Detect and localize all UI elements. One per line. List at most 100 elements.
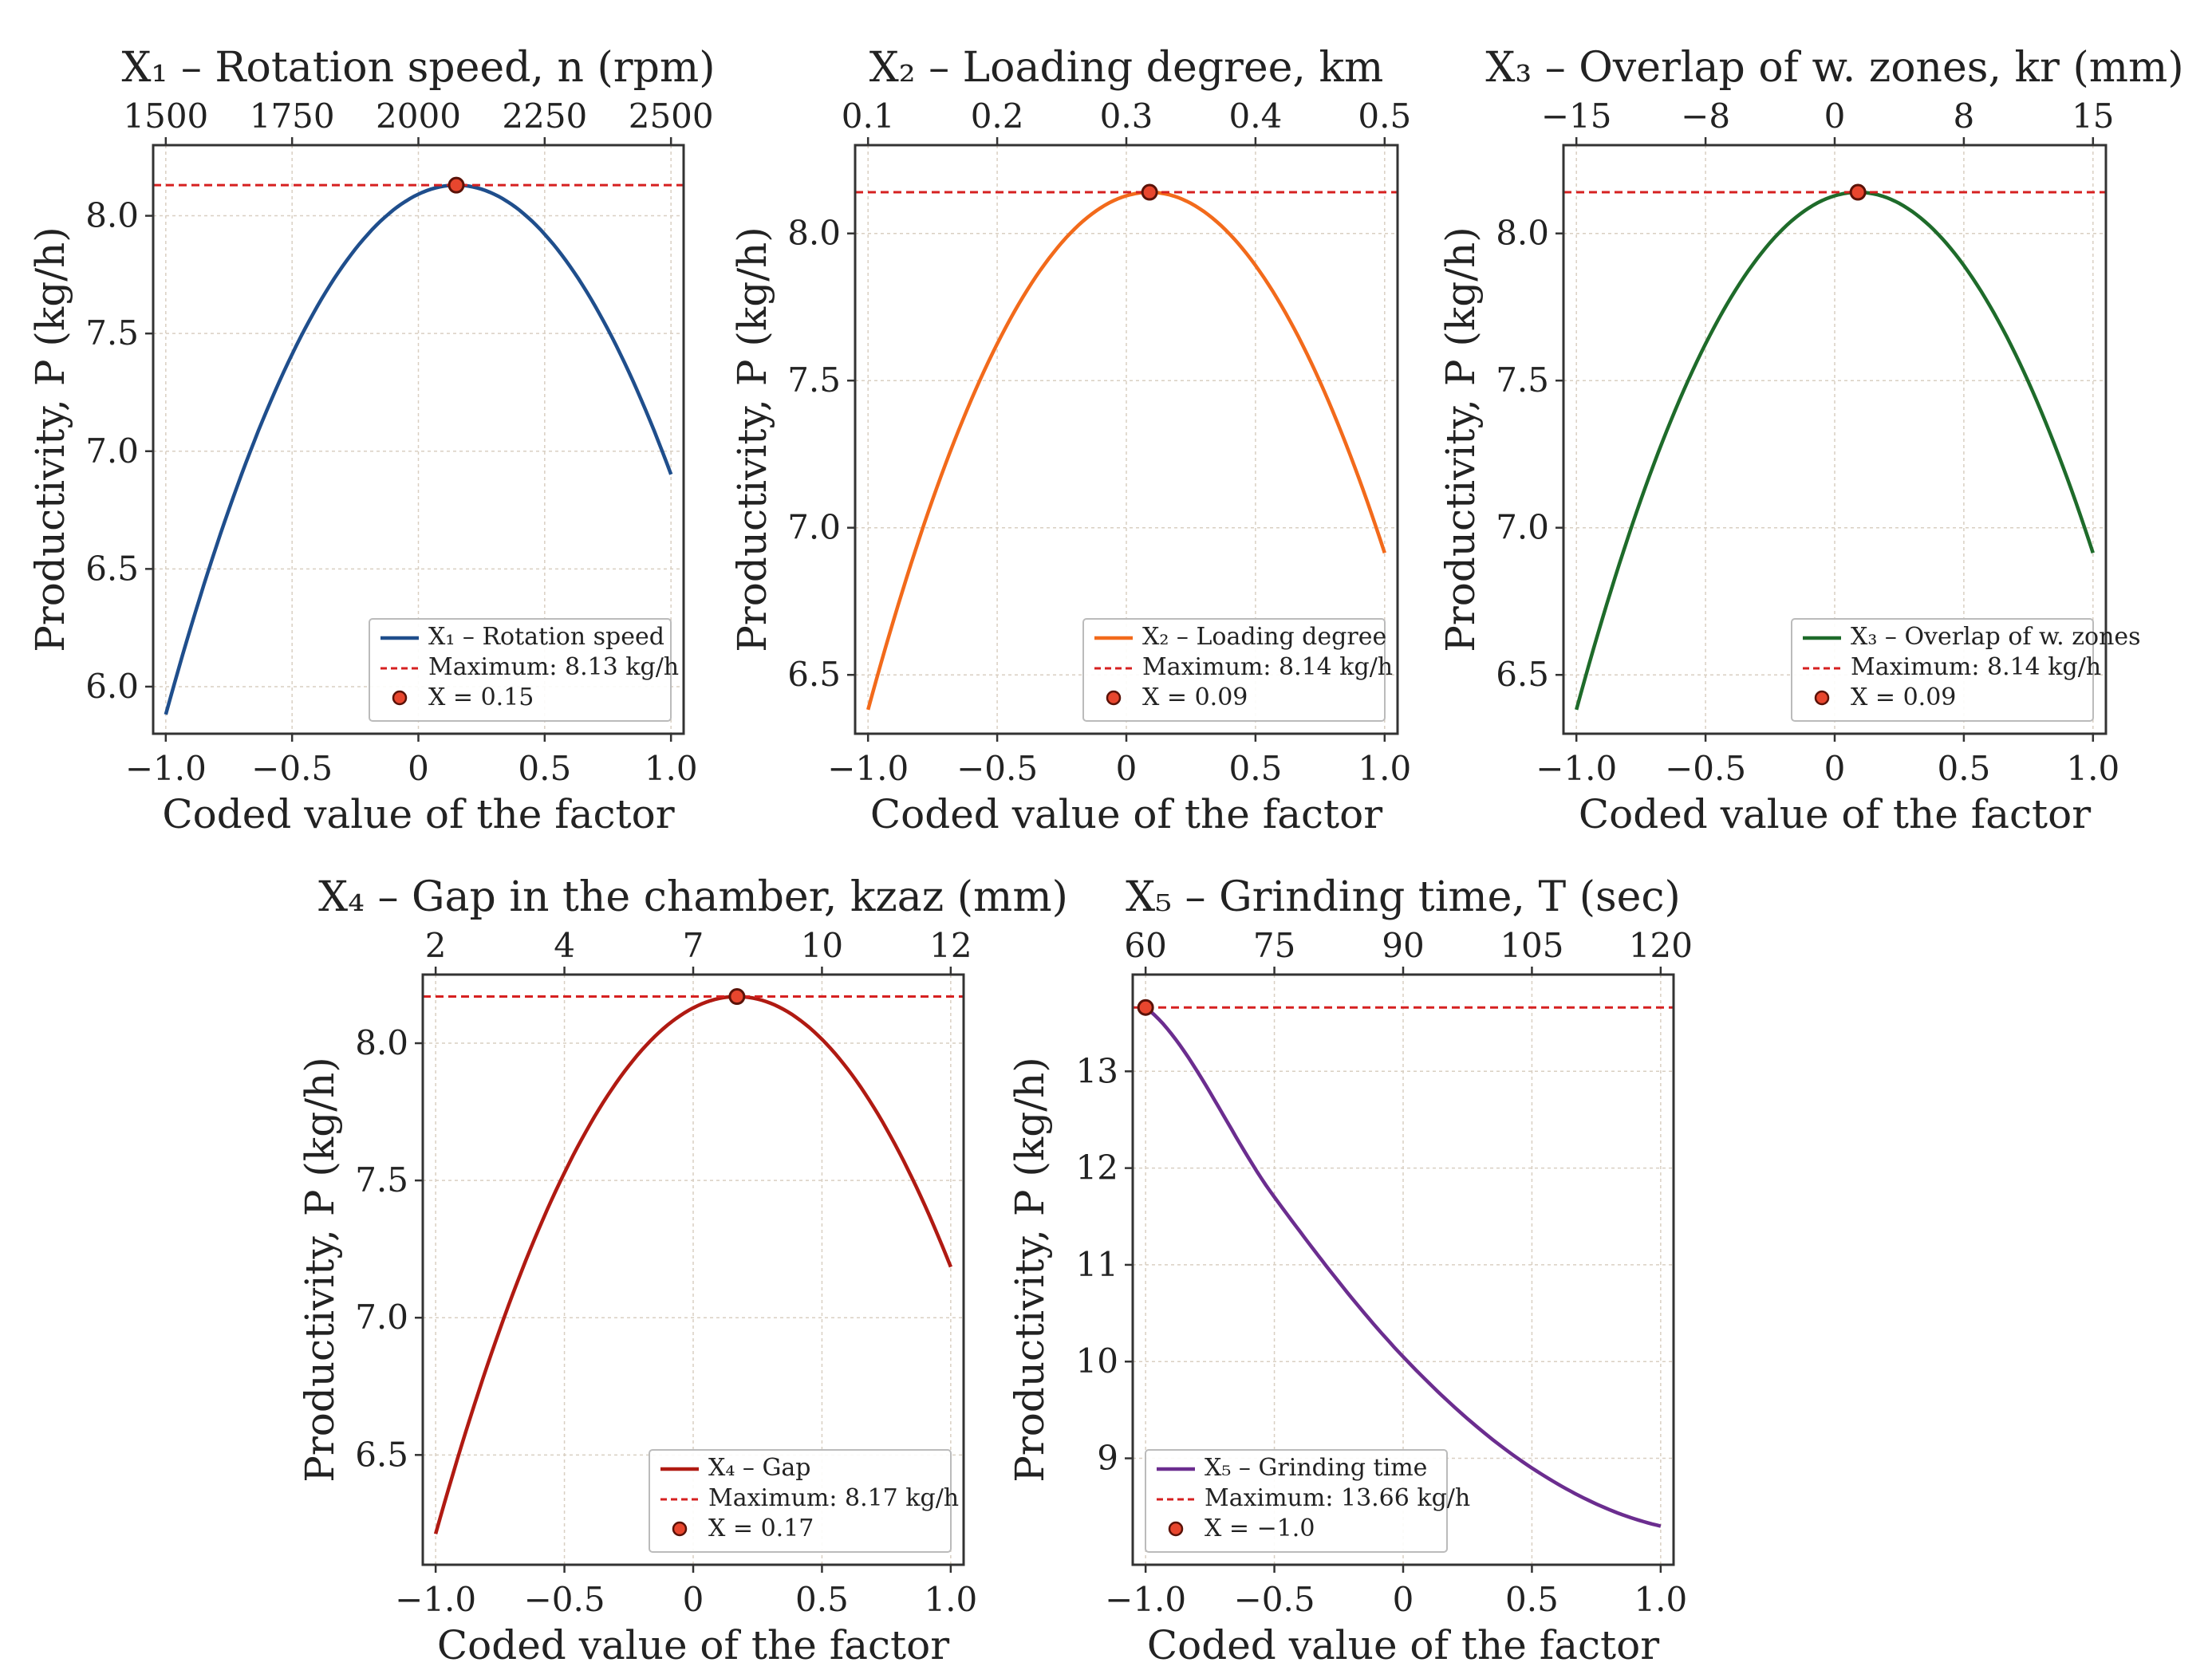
top-tick-label: 2000 <box>376 97 461 136</box>
x-tick-label: 0 <box>683 1580 704 1619</box>
y-tick-label: 8.0 <box>85 196 139 235</box>
legend-box <box>369 618 672 722</box>
y-tick-label: 6.5 <box>787 655 841 694</box>
x-tick-label: 1.0 <box>1358 749 1411 788</box>
y-tick-label: 7.5 <box>355 1160 408 1199</box>
chart-title: X₃ – Overlap of w. zones, kr (mm) <box>1485 44 2183 92</box>
chart-title: X₁ – Rotation speed, n (rpm) <box>121 44 715 92</box>
optimum-point <box>1849 183 1867 201</box>
legend-maximum-label: Maximum: 8.14 kg/h <box>1142 653 1393 681</box>
top-tick-label: 0.5 <box>1358 97 1411 136</box>
legend-box <box>1082 618 1386 722</box>
x-tick-label: −0.5 <box>956 749 1038 788</box>
legend-box <box>649 1449 952 1553</box>
top-tick-label: 1750 <box>250 97 335 136</box>
x-tick-label: −0.5 <box>251 749 333 788</box>
y-axis-label: Productivity, P (kg/h) <box>1437 226 1484 652</box>
subplot-x2: −1.0 −0.5 0 0.5 1.0 0.1 0.2 0.3 0.4 0.5 6.5 7.0 7.5 8… <box>729 44 1411 837</box>
y-tick-label: 8.0 <box>1496 214 1549 253</box>
y-axis-label: Productivity, P (kg/h) <box>729 226 775 652</box>
top-tick-label: 0.1 <box>842 97 895 136</box>
x-tick-label: 0 <box>1393 1580 1414 1619</box>
x-tick-label: −1.0 <box>395 1580 476 1619</box>
y-tick-label: 10 <box>1076 1341 1118 1381</box>
x-tick-label: 1.0 <box>1634 1580 1687 1619</box>
x-tick-label: 0.5 <box>1938 749 1991 788</box>
y-tick-label: 12 <box>1076 1148 1118 1188</box>
legend-series-label: X₅ – Grinding time <box>1205 1454 1427 1482</box>
series-line <box>433 995 952 1534</box>
chart-title: X₅ – Grinding time, T (sec) <box>1126 873 1681 921</box>
top-tick-label: 105 <box>1500 926 1563 965</box>
y-tick-label: 7.5 <box>1496 360 1549 400</box>
x-axis-label: Coded value of the factor <box>870 791 1382 837</box>
y-tick-label: 7.5 <box>85 313 139 353</box>
grid <box>1563 145 2106 734</box>
series-line <box>164 183 673 715</box>
legend-maximum-label: Maximum: 13.66 kg/h <box>1205 1484 1470 1512</box>
legend-point-label: X = 0.17 <box>708 1515 814 1542</box>
legend-point-label: X = −1.0 <box>1205 1515 1315 1542</box>
top-tick-label: 0 <box>1824 97 1846 136</box>
legend-maximum-label: Maximum: 8.17 kg/h <box>708 1484 959 1512</box>
x-tick-label: −1.0 <box>827 749 909 788</box>
top-tick-label: 15 <box>2072 97 2114 136</box>
optimum-point <box>1137 999 1154 1016</box>
top-tick-label: 1500 <box>123 97 208 136</box>
top-tick-label: 2 <box>425 926 447 965</box>
top-tick-label: −8 <box>1681 97 1730 136</box>
optimum-point <box>448 176 465 194</box>
y-tick-label: 11 <box>1076 1245 1118 1284</box>
legend-maximum-label: Maximum: 8.13 kg/h <box>428 653 679 681</box>
x-tick-label: −0.5 <box>1665 749 1746 788</box>
legend-series-label: X₃ – Overlap of w. zones <box>1851 623 2141 651</box>
y-tick-label: 9 <box>1097 1439 1118 1478</box>
legend-point-swatch <box>392 690 408 706</box>
y-tick-label: 7.0 <box>85 431 139 471</box>
optimum-point <box>728 988 746 1006</box>
top-tick-label: 90 <box>1382 926 1424 965</box>
y-tick-label: 7.5 <box>787 360 841 400</box>
legend-point-label: X = 0.15 <box>428 683 534 711</box>
y-axis-label: Productivity, P (kg/h) <box>27 226 73 652</box>
chart-title: X₂ – Loading degree, km <box>869 44 1384 92</box>
x-tick-label: 0.5 <box>1229 749 1283 788</box>
y-tick-label: 7.0 <box>1496 508 1549 547</box>
chart-title: X₄ – Gap in the chamber, kzaz (mm) <box>318 873 1068 921</box>
x-axis-label: Coded value of the factor <box>437 1622 949 1668</box>
top-tick-label: 7 <box>683 926 704 965</box>
y-axis-label: Productivity, P (kg/h) <box>1007 1057 1053 1483</box>
legend-series-label: X₄ – Gap <box>708 1454 811 1482</box>
y-tick-label: 6.0 <box>85 667 139 706</box>
x-tick-label: 0.5 <box>795 1580 849 1619</box>
optimum-point <box>1141 183 1158 201</box>
y-tick-label: 6.5 <box>355 1435 408 1474</box>
top-tick-label: 0.2 <box>971 97 1024 136</box>
x-axis-label: Coded value of the factor <box>1579 791 2091 837</box>
top-tick-label: 0.3 <box>1100 97 1153 136</box>
top-tick-label: 10 <box>801 926 843 965</box>
x-tick-label: 1.0 <box>2066 749 2119 788</box>
y-tick-label: 6.5 <box>85 549 139 588</box>
grid <box>423 975 964 1565</box>
x-tick-label: 0.5 <box>1505 1580 1559 1619</box>
subplot-x1: −1.0 −0.5 0 0.5 1.0 1500 1750 2000 2250 2500 6.0 6.… <box>27 44 716 837</box>
subplot-x5: −1.0 −0.5 0 0.5 1.0 60 75 90 105 120 9 10 11 12 13 X₅ –… <box>1007 873 1693 1668</box>
x-tick-label: −1.0 <box>1536 749 1617 788</box>
subplot-x3: −1.0 −0.5 0 0.5 1.0 −15 −8 0 8 15 6.5 7.0 7.5 8.0 X₃ –… <box>1437 44 2184 837</box>
top-tick-label: 2250 <box>502 97 587 136</box>
legend-point-swatch <box>1106 690 1122 706</box>
x-tick-label: 0 <box>1116 749 1138 788</box>
top-tick-label: 75 <box>1253 926 1295 965</box>
x-tick-label: 0 <box>408 749 429 788</box>
top-tick-label: 4 <box>554 926 575 965</box>
top-tick-label: 0.4 <box>1229 97 1283 136</box>
top-tick-label: 12 <box>929 926 972 965</box>
y-axis-label: Productivity, P (kg/h) <box>297 1057 343 1483</box>
x-axis-label: Coded value of the factor <box>162 791 674 837</box>
